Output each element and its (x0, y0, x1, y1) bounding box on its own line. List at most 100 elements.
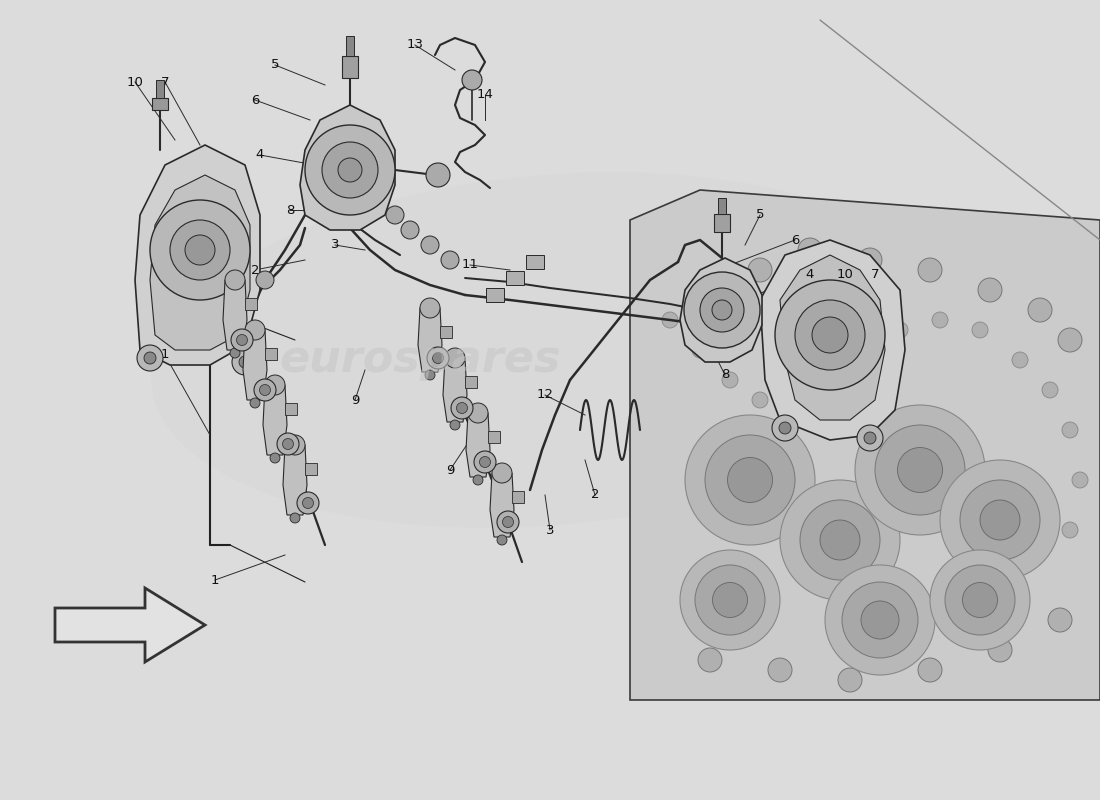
Circle shape (820, 520, 860, 560)
Circle shape (1072, 472, 1088, 488)
Circle shape (972, 322, 988, 338)
Circle shape (857, 425, 883, 451)
Circle shape (492, 463, 512, 483)
Polygon shape (780, 255, 886, 420)
Circle shape (792, 412, 808, 428)
Circle shape (322, 142, 378, 198)
Circle shape (752, 392, 768, 408)
Circle shape (236, 334, 248, 346)
Text: 10: 10 (126, 75, 143, 89)
Text: 8: 8 (286, 203, 294, 217)
Circle shape (1042, 382, 1058, 398)
Bar (156, 80, 164, 98)
Circle shape (260, 385, 271, 395)
Polygon shape (300, 105, 395, 230)
Circle shape (297, 492, 319, 514)
Ellipse shape (151, 172, 949, 528)
Circle shape (855, 405, 984, 535)
Polygon shape (466, 413, 490, 477)
Polygon shape (55, 588, 205, 662)
Circle shape (305, 125, 395, 215)
Circle shape (768, 658, 792, 682)
Circle shape (254, 379, 276, 401)
Circle shape (290, 513, 300, 523)
Circle shape (772, 415, 798, 441)
Text: 4: 4 (256, 149, 264, 162)
Circle shape (497, 535, 507, 545)
Circle shape (980, 500, 1020, 540)
Bar (245, 298, 257, 310)
Circle shape (232, 349, 258, 375)
Circle shape (170, 220, 230, 280)
Text: 3: 3 (331, 238, 339, 251)
Bar (305, 463, 317, 475)
Polygon shape (135, 145, 260, 365)
Circle shape (722, 372, 738, 388)
Text: 3: 3 (546, 523, 554, 537)
Text: 12: 12 (537, 389, 553, 402)
Bar (506, 271, 524, 285)
Text: 6: 6 (791, 234, 800, 246)
Circle shape (432, 353, 443, 363)
Circle shape (1058, 328, 1082, 352)
Text: 1: 1 (211, 574, 219, 586)
Circle shape (698, 648, 722, 672)
Circle shape (898, 447, 943, 493)
Bar (718, 198, 726, 214)
Circle shape (1012, 352, 1028, 368)
Circle shape (420, 298, 440, 318)
Bar (440, 326, 452, 338)
Circle shape (842, 582, 918, 658)
Text: 2: 2 (591, 489, 600, 502)
Polygon shape (243, 330, 267, 400)
Circle shape (727, 458, 772, 502)
Circle shape (1062, 522, 1078, 538)
Circle shape (468, 403, 488, 423)
Text: 8: 8 (720, 369, 729, 382)
Circle shape (474, 451, 496, 473)
Circle shape (779, 422, 791, 434)
Text: eurospares: eurospares (279, 338, 561, 382)
Polygon shape (418, 308, 442, 372)
Bar (714, 214, 730, 232)
Circle shape (978, 278, 1002, 302)
Circle shape (338, 158, 362, 182)
Circle shape (858, 248, 882, 272)
Circle shape (480, 457, 491, 467)
Text: 5: 5 (271, 58, 279, 71)
Circle shape (892, 322, 907, 338)
Polygon shape (443, 358, 468, 422)
Circle shape (283, 438, 294, 450)
Circle shape (861, 601, 899, 639)
Circle shape (497, 511, 519, 533)
Text: 7: 7 (871, 269, 879, 282)
Circle shape (441, 251, 459, 269)
Circle shape (945, 565, 1015, 635)
Circle shape (451, 397, 473, 419)
Circle shape (138, 345, 163, 371)
Polygon shape (630, 190, 1100, 700)
Circle shape (426, 163, 450, 187)
Circle shape (230, 348, 240, 358)
Circle shape (940, 460, 1060, 580)
Circle shape (825, 565, 935, 675)
Text: 5: 5 (756, 209, 764, 222)
Circle shape (930, 550, 1030, 650)
Circle shape (231, 329, 253, 351)
Circle shape (685, 415, 815, 545)
Circle shape (144, 352, 156, 364)
Text: 14: 14 (476, 89, 494, 102)
Circle shape (662, 312, 678, 328)
Circle shape (250, 398, 260, 408)
Circle shape (932, 312, 948, 328)
Text: 11: 11 (462, 258, 478, 271)
Circle shape (285, 435, 305, 455)
Circle shape (838, 668, 862, 692)
Bar (265, 348, 277, 360)
Circle shape (462, 70, 482, 90)
Circle shape (277, 433, 299, 455)
Bar (152, 98, 168, 110)
Circle shape (239, 356, 251, 368)
Circle shape (446, 348, 465, 368)
Circle shape (960, 480, 1040, 560)
